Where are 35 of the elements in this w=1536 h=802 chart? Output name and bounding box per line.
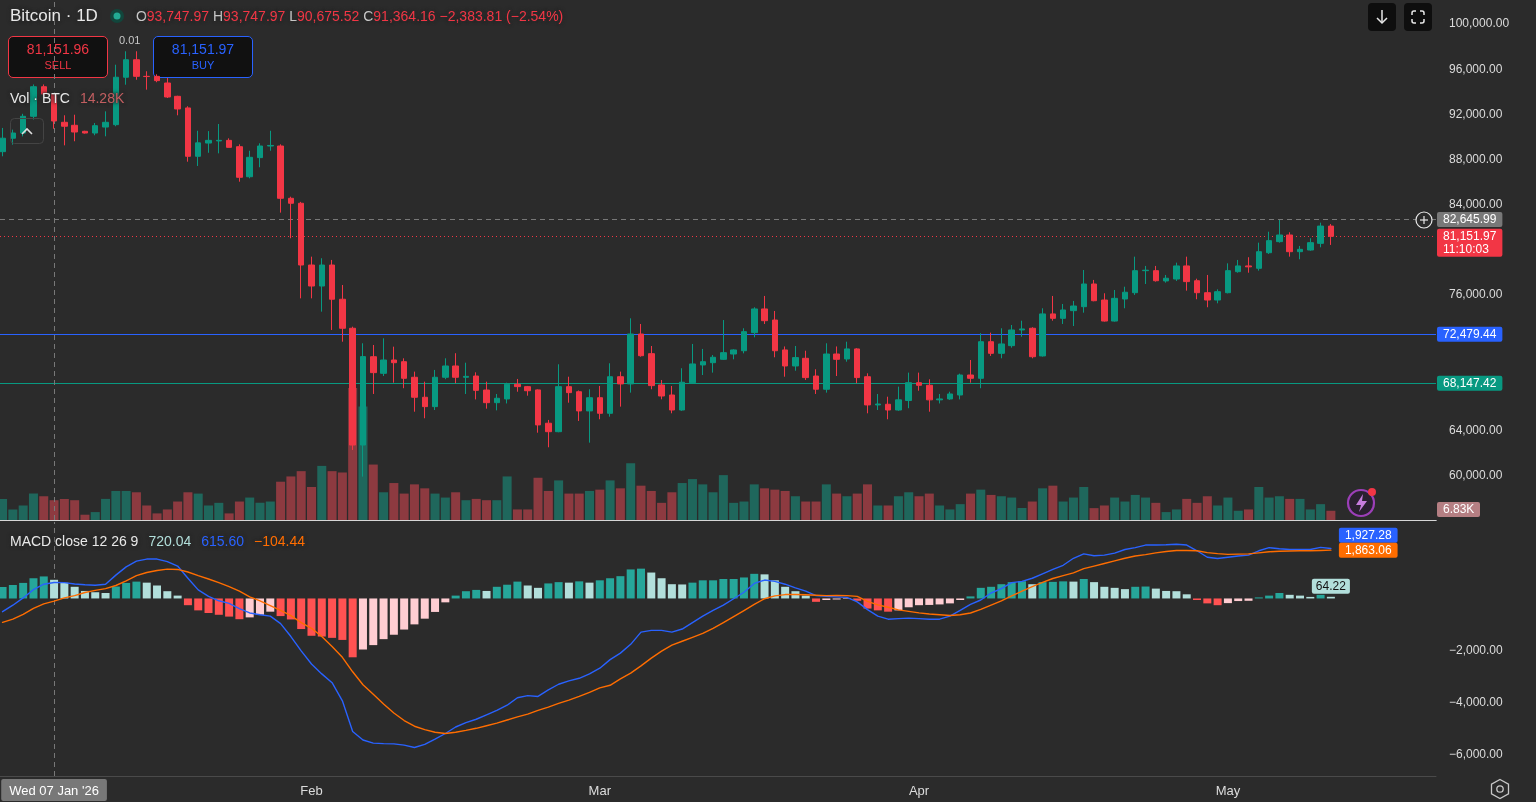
y-tick-label: 88,000.00 [1449,151,1503,166]
sell-button: 81,151.96 SELL [8,36,108,78]
annotation: 615.60 [201,533,245,549]
annotation: 81,151.96 SELL [25,40,91,73]
y-tick-label: 64,000.00 [1449,423,1503,437]
y-tick-label: 84,000.00 [1449,197,1503,212]
ref-line-label: 68,147.42 [1443,376,1497,391]
x-tick-label: Apr [908,783,930,798]
y-tick-label: 60,000.00 [1449,468,1503,483]
y-tick-label: 100,000.00 [1449,16,1510,31]
ref-line-label: 72,479.44 [1443,327,1497,342]
annotation: 81,151.97 BUY [170,40,236,73]
y-tick-label: −6,000.00 [1449,746,1504,761]
chart-title: Bitcoin · 1D [10,6,98,26]
x-tick-label: Feb [300,783,323,798]
text: MACD close 12 26 9 [10,533,139,549]
x-tick-label: Mar [588,783,612,798]
annotation: 720.04 [148,533,192,549]
y-tick-label: 92,000.00 [1449,106,1503,121]
text: 6.83K [1437,501,1481,517]
data-label: 1,927.28 [1344,528,1392,543]
text: O93,747.97 H93,747.97 L90,675.52 C91,364.16 −2,383.81 (−2.54%) [135,8,564,24]
y-tick-label: 96,000.00 [1449,61,1503,76]
x-tick-label: May [1215,783,1241,798]
y-tick-label: −4,000.00 [1449,695,1504,710]
ref-line-label: 82,645.99 [1443,212,1497,227]
data-label: 1,863.06 [1344,543,1392,558]
ref-line-label: 81,151.97 11:10:03 [1443,229,1497,257]
annotation: −104.44 [254,533,306,549]
y-tick-label: 76,000.00 [1449,287,1503,302]
buy-button: 81,151.97 BUY [153,36,253,78]
ref-line-label: Wed 07 Jan '26 [9,782,99,798]
annotation: 0.01 [119,34,141,46]
y-tick-label: −2,000.00 [1449,643,1504,658]
data-label: 64.22 [1315,579,1347,594]
